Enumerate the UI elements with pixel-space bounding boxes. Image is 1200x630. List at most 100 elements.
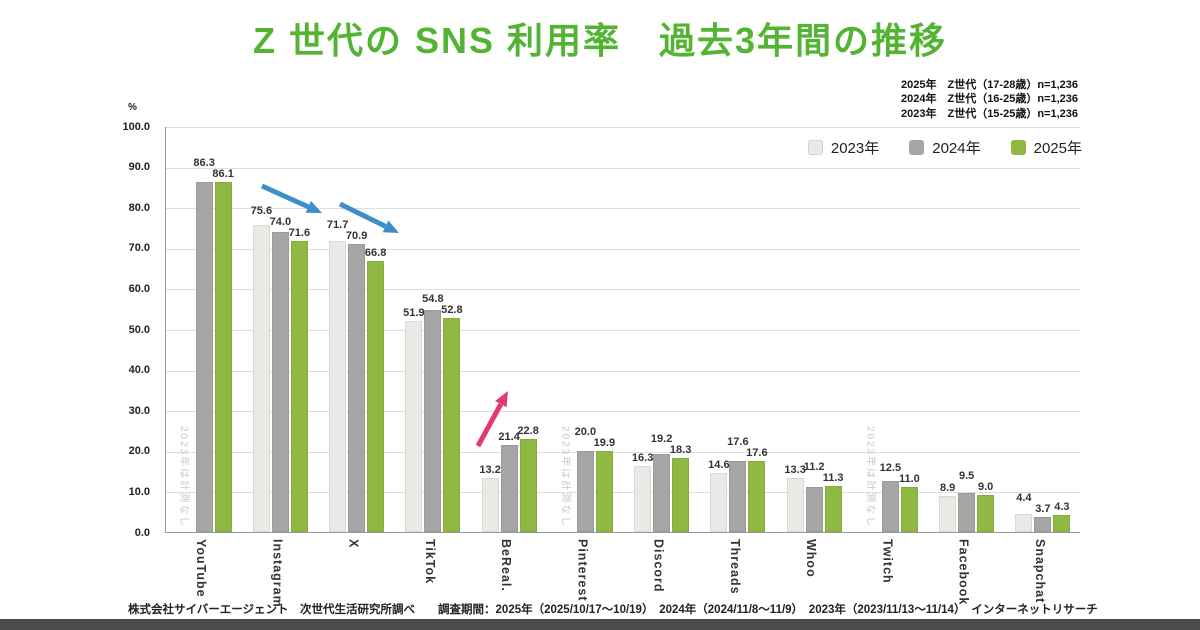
bar bbox=[500, 445, 518, 532]
value-label: 16.3 bbox=[631, 451, 654, 464]
gridline bbox=[166, 167, 1080, 169]
bar bbox=[653, 454, 671, 532]
y-axis-unit-label: % bbox=[128, 102, 137, 113]
bar bbox=[405, 321, 423, 532]
value-label: 19.2 bbox=[650, 432, 673, 445]
bar bbox=[958, 493, 976, 532]
value-label: 9.5 bbox=[958, 470, 975, 483]
legend-swatch-2025 bbox=[1010, 140, 1026, 155]
category-label: Discord bbox=[651, 539, 666, 593]
bar bbox=[290, 241, 308, 532]
category-label: YouTube bbox=[194, 539, 209, 598]
value-label: 11.2 bbox=[803, 461, 825, 474]
bar bbox=[977, 495, 995, 532]
bar bbox=[824, 486, 842, 532]
y-tick-label: 70.0 bbox=[128, 242, 150, 255]
plot-area: 86.3 86.1 2023年は計測なし 75.6 74.0 71.6 71.7 70.9 66… bbox=[165, 127, 1080, 533]
bar bbox=[710, 472, 728, 532]
gridline bbox=[166, 208, 1080, 210]
bar bbox=[1053, 514, 1071, 532]
bar bbox=[252, 225, 270, 532]
value-label: 11.0 bbox=[898, 473, 920, 486]
value-label: 11.3 bbox=[822, 472, 844, 485]
legend-swatch-2024 bbox=[909, 140, 925, 155]
y-tick-label: 100.0 bbox=[122, 120, 150, 133]
bar bbox=[348, 244, 366, 532]
bar bbox=[900, 487, 918, 532]
bar bbox=[519, 439, 537, 532]
value-label: 52.8 bbox=[441, 303, 463, 316]
y-tick-label: 60.0 bbox=[128, 282, 150, 295]
bar bbox=[271, 231, 289, 532]
y-axis-labels: 0.0 10.0 20.0 30.0 40.0 50.0 60.0 70.0 80.0 90.0 1… bbox=[88, 121, 156, 539]
value-label: 9.0 bbox=[977, 481, 994, 494]
value-label: 14.6 bbox=[708, 458, 730, 471]
y-tick-label: 80.0 bbox=[128, 201, 150, 214]
category-label: Snapchat bbox=[1032, 539, 1047, 604]
bar bbox=[329, 240, 347, 532]
bar bbox=[576, 450, 594, 532]
no-data-note: 2023年は計測なし bbox=[864, 425, 876, 528]
y-tick-label: 50.0 bbox=[128, 323, 150, 336]
value-label: 13.3 bbox=[784, 464, 806, 477]
bar bbox=[367, 260, 385, 532]
bar bbox=[1015, 514, 1033, 532]
category-label: Facebook bbox=[956, 539, 971, 606]
note-line-2024: 2024年 Z世代（16-25歳）n=1,236 bbox=[901, 93, 1078, 106]
bar bbox=[195, 181, 213, 532]
gridline bbox=[166, 411, 1080, 413]
value-label: 86.1 bbox=[212, 168, 234, 181]
value-label: 4.4 bbox=[1016, 491, 1032, 504]
value-label: 66.8 bbox=[364, 246, 387, 259]
y-tick-label: 0.0 bbox=[134, 526, 150, 539]
category-label: X bbox=[346, 539, 361, 549]
bar bbox=[634, 465, 652, 532]
gridline bbox=[166, 451, 1080, 453]
category-label: Pinterest bbox=[575, 539, 590, 602]
value-label: 8.9 bbox=[939, 481, 956, 494]
value-label: 54.8 bbox=[422, 292, 444, 305]
y-tick-label: 90.0 bbox=[128, 161, 150, 174]
value-label: 20.0 bbox=[574, 426, 597, 439]
value-label: 19.9 bbox=[593, 437, 616, 450]
category-label: Threads bbox=[727, 539, 742, 595]
source-footer: 株式会社サイバーエージェント 次世代生活研究所調べ 調査期間：2025年（202… bbox=[128, 604, 1098, 616]
sample-notes: 2025年 Z世代（17-28歳）n=1,236 2024年 Z世代（16-25… bbox=[901, 78, 1078, 121]
bar bbox=[748, 460, 766, 532]
page-title: Z 世代の SNS 利用率 過去3年間の推移 bbox=[252, 20, 948, 61]
value-label: 4.3 bbox=[1054, 500, 1070, 513]
gridline bbox=[166, 248, 1080, 250]
value-label: 71.6 bbox=[288, 227, 311, 240]
value-label: 13.2 bbox=[479, 464, 501, 477]
no-data-note: 2023年は計測なし bbox=[559, 425, 571, 528]
no-data-note: 2023年は計測なし bbox=[178, 425, 190, 528]
bar bbox=[1034, 516, 1052, 532]
category-label: BeReal. bbox=[499, 539, 514, 592]
legend-label-2023: 2023年 bbox=[830, 140, 880, 157]
bar bbox=[729, 460, 747, 532]
legend-swatch-2023 bbox=[807, 140, 823, 155]
gridline bbox=[166, 330, 1080, 331]
gridline bbox=[166, 492, 1080, 494]
bottom-strip bbox=[0, 619, 1200, 630]
legend-item-2024: 2024年 bbox=[909, 137, 981, 158]
value-label: 70.9 bbox=[345, 230, 368, 243]
gridline bbox=[166, 289, 1080, 291]
legend-item-2025: 2025年 bbox=[1010, 137, 1082, 158]
bar bbox=[443, 317, 461, 532]
value-label: 3.7 bbox=[1035, 502, 1051, 515]
category-label: Twitch bbox=[880, 539, 895, 584]
value-label: 17.6 bbox=[746, 446, 768, 459]
legend-label-2024: 2024年 bbox=[932, 140, 981, 157]
bar bbox=[939, 495, 957, 532]
note-line-2025: 2025年 Z世代（17-28歳）n=1,236 bbox=[901, 79, 1078, 91]
category-label: TikTok bbox=[422, 539, 437, 585]
y-tick-label: 10.0 bbox=[128, 485, 150, 498]
legend-label-2025: 2025年 bbox=[1033, 140, 1082, 157]
value-label: 86.3 bbox=[193, 157, 215, 170]
bar bbox=[786, 478, 804, 532]
note-line-2023: 2023年 Z世代（15-25歳）n=1,236 bbox=[901, 107, 1078, 120]
value-label: 17.6 bbox=[727, 435, 749, 448]
bar bbox=[805, 486, 823, 532]
y-tick-label: 40.0 bbox=[128, 364, 150, 377]
